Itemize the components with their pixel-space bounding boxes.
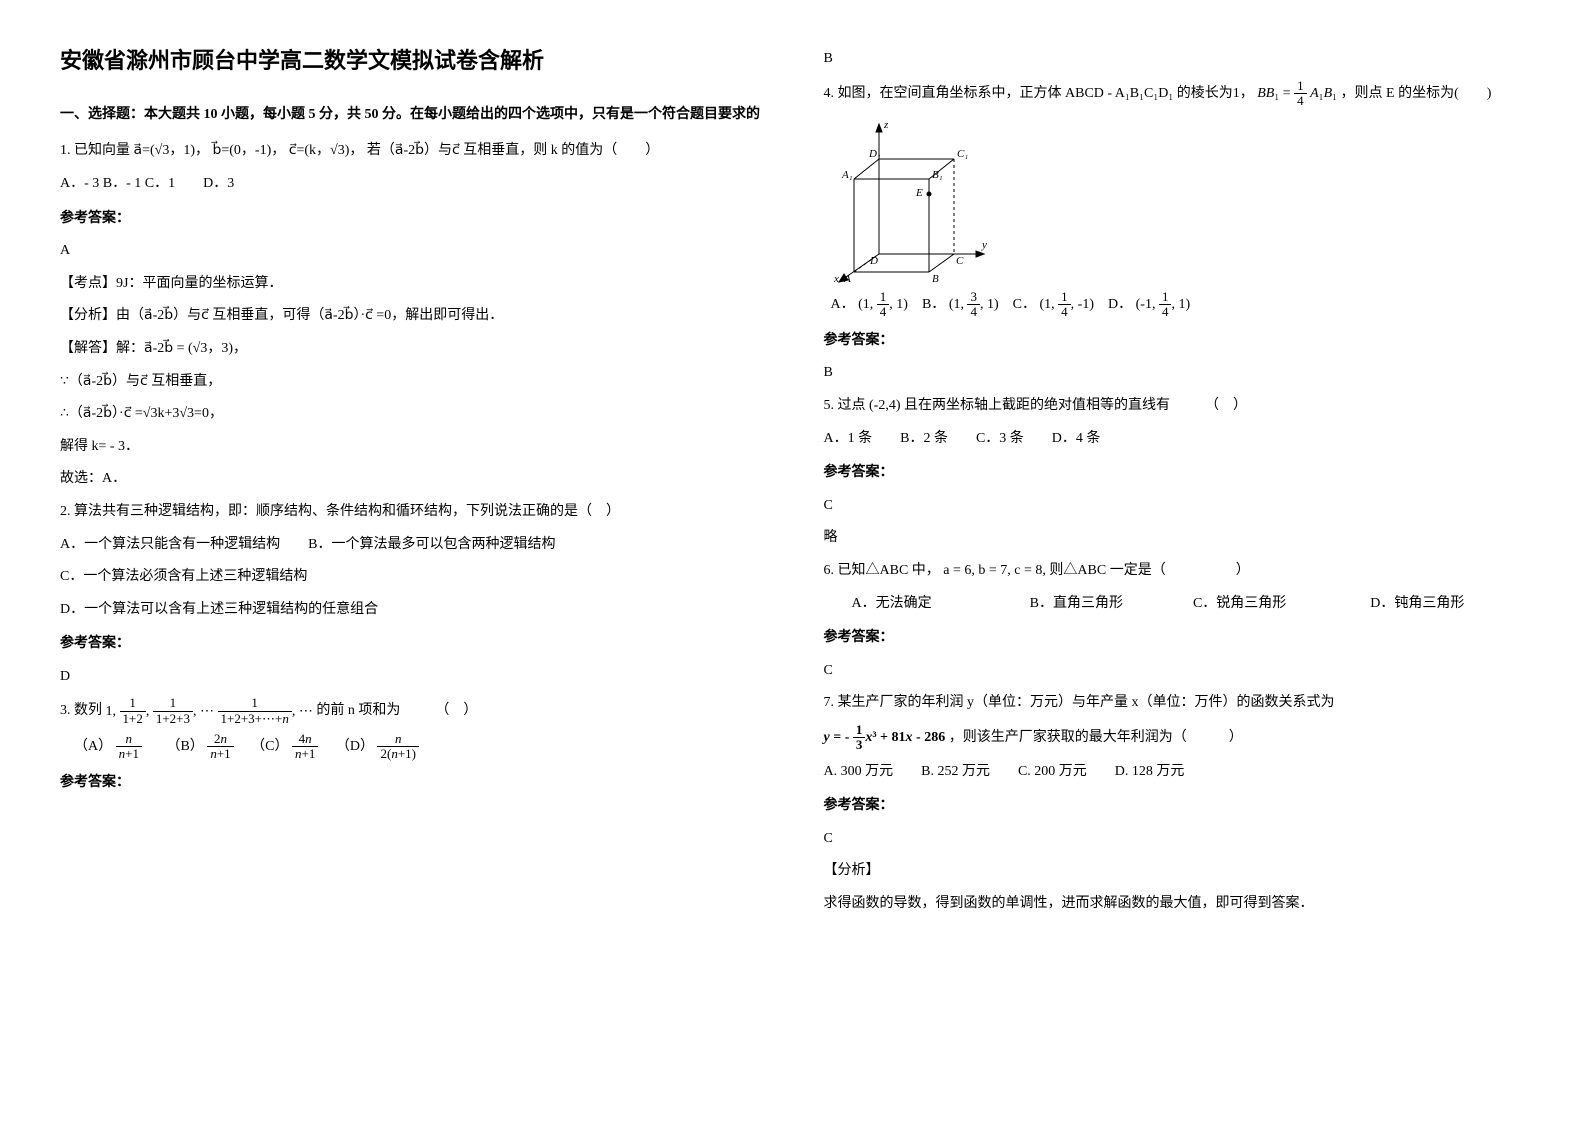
q1-vec-a: a⃗=(√3，1)， bbox=[134, 143, 209, 158]
q2-option-d: D．一个算法可以含有上述三种逻辑结构的任意组合 bbox=[60, 597, 764, 624]
q5-omit: 略 bbox=[824, 525, 1528, 552]
q3-optC-frac: 4nn+1 bbox=[292, 732, 318, 762]
svg-text:D: D bbox=[869, 255, 878, 267]
q1-exp-4: ∵（a⃗-2b⃗）与c⃗ 互相垂直， bbox=[60, 369, 764, 396]
q4-optD-pre: D． bbox=[1108, 297, 1132, 312]
q4-optA-pre: A． bbox=[831, 297, 855, 312]
q4-optA: (1, 14, 1) bbox=[858, 297, 908, 312]
section-1-heading: 一、选择题：本大题共 10 小题，每小题 5 分，共 50 分。在每小题给出的四… bbox=[60, 102, 764, 129]
q4-mid: 的棱长为1， bbox=[1177, 86, 1254, 101]
q1-exp-3: 【解答】解：a⃗-2b⃗ = (√3，3)， bbox=[60, 336, 764, 363]
svg-text:z: z bbox=[883, 119, 889, 131]
question-7: 7. 某生产厂家的年利润 y（单位：万元）与年产量 x（单位：万件）的函数关系式… bbox=[824, 690, 1528, 717]
q1-exp-5: ∴（a⃗-2b⃗）·c⃗ =√3k+3√3=0， bbox=[60, 401, 764, 428]
q4-figure: z y x D₁ C₁ A₁ B₁ D C A B E bbox=[824, 114, 1528, 284]
question-4: 4. 如图，在空间直角坐标系中，正方体 ABCD - A₁B₁C₁D₁ 的棱长为… bbox=[824, 79, 1528, 109]
q2-answer-label: 参考答案： bbox=[60, 631, 764, 658]
q5-answer-label: 参考答案： bbox=[824, 460, 1528, 487]
q3-sequence: 1, 11+2, 11+2+3, ⋯ 11+2+3+⋯+n, ⋯ bbox=[106, 704, 317, 719]
q4-answer: B bbox=[824, 360, 1528, 387]
q4-optD: (-1, 14, 1) bbox=[1136, 297, 1191, 312]
q5-suffix: 且在两坐标轴上截距的绝对值相等的直线有 （ ） bbox=[904, 398, 1247, 413]
q3-answer-label: 参考答案： bbox=[60, 770, 764, 797]
q1-vec-c: c⃗=(k，√3)， bbox=[289, 143, 364, 158]
question-3: 3. 数列 1, 11+2, 11+2+3, ⋯ 11+2+3+⋯+n, ⋯ 的… bbox=[60, 696, 764, 726]
q1-exp-2: 【分析】由（a⃗-2b⃗）与c⃗ 互相垂直，可得（a⃗-2b⃗）·c⃗ =0，解… bbox=[60, 303, 764, 330]
q3-optB-frac: 2nn+1 bbox=[207, 732, 233, 762]
q3-optB-label: （B） bbox=[166, 739, 203, 754]
q7-analysis: 求得函数的导数，得到函数的单调性，进而求解函数的最大值，即可得到答案． bbox=[824, 891, 1528, 918]
q7-tail: ，则该生产厂家获取的最大年利润为（ ） bbox=[949, 730, 1243, 745]
q2-option-ab: A．一个算法只能含有一种逻辑结构 B．一个算法最多可以包含两种逻辑结构 bbox=[60, 532, 764, 559]
question-1: 1. 已知向量 a⃗=(√3，1)， b⃗=(0，-1)， c⃗=(k，√3)，… bbox=[60, 138, 764, 165]
q1-answer-label: 参考答案： bbox=[60, 206, 764, 233]
q6-vals: a = 6, b = 7, c = 8, bbox=[943, 563, 1046, 578]
q1-vec-b: b⃗=(0，-1)， bbox=[212, 143, 285, 158]
svg-text:y: y bbox=[981, 239, 987, 251]
svg-text:x: x bbox=[833, 273, 839, 284]
q4-cube: ABCD - A₁B₁C₁D₁ bbox=[1065, 86, 1173, 101]
q3-options: （A） nn+1 （B） 2nn+1 （C） 4nn+1 （D） n2(n+1) bbox=[60, 732, 764, 762]
q6-options: A．无法确定 B．直角三角形 C．锐角三角形 D．钝角三角形 bbox=[824, 591, 1528, 618]
q7-formula: y = - 13x³ + 81x - 286 bbox=[824, 730, 949, 745]
q3-answer: B bbox=[824, 46, 1528, 73]
q7-analysis-label: 【分析】 bbox=[824, 858, 1528, 885]
q2-option-c: C．一个算法必须含有上述三种逻辑结构 bbox=[60, 564, 764, 591]
svg-text:E: E bbox=[915, 187, 923, 199]
q3-optC-label: （C） bbox=[251, 739, 288, 754]
q7-formula-line: y = - 13x³ + 81x - 286 ，则该生产厂家获取的最大年利润为（… bbox=[824, 723, 1528, 753]
q4-prefix: 4. 如图，在空间直角坐标系中，正方体 bbox=[824, 86, 1062, 101]
q4-answer-label: 参考答案： bbox=[824, 328, 1528, 355]
q4-optB-pre: B． bbox=[922, 297, 945, 312]
q4-optC: (1, 14, -1) bbox=[1040, 297, 1095, 312]
q4-optC-pre: C． bbox=[1013, 297, 1036, 312]
q3-optD-frac: n2(n+1) bbox=[377, 732, 419, 762]
cube-diagram-svg: z y x D₁ C₁ A₁ B₁ D C A B E bbox=[824, 114, 994, 284]
q5-prefix: 5. 过点 bbox=[824, 398, 866, 413]
left-column: 安徽省滁州市顾台中学高二数学文模拟试卷含解析 一、选择题：本大题共 10 小题，… bbox=[60, 40, 764, 923]
question-2: 2. 算法共有三种逻辑结构，即：顺序结构、条件结构和循环结构，下列说法正确的是（… bbox=[60, 499, 764, 526]
q5-answer: C bbox=[824, 493, 1528, 520]
q1-exp-6: 解得 k= - 3． bbox=[60, 434, 764, 461]
svg-text:A: A bbox=[843, 273, 851, 284]
q1-prefix: 1. 已知向量 bbox=[60, 143, 130, 158]
q4-optB: (1, 34, 1) bbox=[949, 297, 999, 312]
q6-prefix: 6. 已知△ABC 中， bbox=[824, 563, 940, 578]
q3-tail: 的前 n 项和为 （ ） bbox=[316, 704, 477, 719]
svg-text:B₁: B₁ bbox=[932, 169, 943, 181]
q1-options: A．- 3 B．- 1 C．1 D．3 bbox=[60, 171, 764, 198]
q5-point: (-2,4) bbox=[869, 398, 901, 413]
question-5: 5. 过点 (-2,4) 且在两坐标轴上截距的绝对值相等的直线有 （ ） bbox=[824, 393, 1528, 420]
q4-options: A． (1, 14, 1) B． (1, 34, 1) C． (1, 14, -… bbox=[824, 290, 1528, 320]
svg-text:C₁: C₁ bbox=[957, 148, 968, 160]
q1-answer: A bbox=[60, 238, 764, 265]
q6-answer: C bbox=[824, 658, 1528, 685]
svg-text:D₁: D₁ bbox=[868, 148, 881, 160]
q6-answer-label: 参考答案： bbox=[824, 625, 1528, 652]
q3-optA-frac: nn+1 bbox=[116, 732, 142, 762]
question-6: 6. 已知△ABC 中， a = 6, b = 7, c = 8, 则△ABC … bbox=[824, 558, 1528, 585]
svg-text:B: B bbox=[932, 273, 939, 284]
q1-exp-7: 故选：A． bbox=[60, 466, 764, 493]
q3-optD-label: （D） bbox=[336, 739, 374, 754]
q4-bb: BB₁ = 14 A₁B₁ bbox=[1257, 86, 1340, 101]
q6-suffix: 则△ABC 一定是（ ） bbox=[1049, 563, 1249, 578]
svg-text:A₁: A₁ bbox=[841, 169, 853, 181]
q7-answer-label: 参考答案： bbox=[824, 793, 1528, 820]
q3-prefix: 3. 数列 bbox=[60, 704, 102, 719]
q5-options: A．1 条 B．2 条 C．3 条 D．4 条 bbox=[824, 426, 1528, 453]
q7-options: A. 300 万元 B. 252 万元 C. 200 万元 D. 128 万元 bbox=[824, 759, 1528, 786]
q7-answer: C bbox=[824, 826, 1528, 853]
q2-answer: D bbox=[60, 664, 764, 691]
svg-text:C: C bbox=[956, 255, 964, 267]
right-column: B 4. 如图，在空间直角坐标系中，正方体 ABCD - A₁B₁C₁D₁ 的棱… bbox=[824, 40, 1528, 923]
q1-suffix: 若（a⃗-2b⃗）与c⃗ 互相垂直，则 k 的值为（ ） bbox=[367, 143, 659, 158]
q4-suffix: ，则点 E 的坐标为( ) bbox=[1341, 86, 1492, 101]
q3-optA-label: （A） bbox=[74, 739, 112, 754]
document-title: 安徽省滁州市顾台中学高二数学文模拟试卷含解析 bbox=[60, 40, 764, 82]
q1-exp-1: 【考点】9J：平面向量的坐标运算． bbox=[60, 271, 764, 298]
